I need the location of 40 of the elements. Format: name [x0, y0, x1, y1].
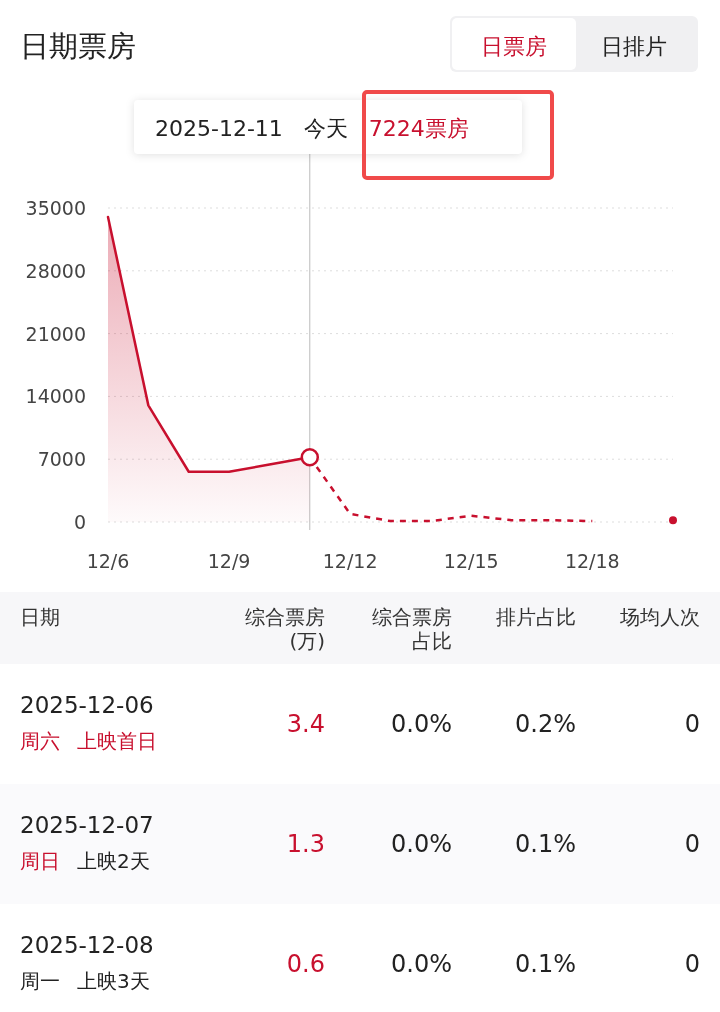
x-tick-label: 12/9 — [207, 550, 251, 572]
text: 综合票房占比 — [372, 605, 452, 653]
chart-title: 日期票房 — [20, 29, 136, 63]
text: 周一 — [20, 969, 60, 993]
text: 0.0% — [391, 830, 452, 858]
text: 2025-12-07 — [20, 812, 154, 838]
x-tick-label: 12/12 — [322, 550, 378, 572]
text: 0.1% — [515, 830, 576, 858]
text: 0.6 — [286, 950, 325, 978]
text: 0.1% — [515, 950, 576, 978]
text: 上映3天 — [77, 969, 150, 993]
text: 周六 — [20, 729, 60, 753]
text: 综合票房(万) — [245, 605, 325, 653]
text: 2025-12-06 — [20, 692, 154, 718]
text: 1.3 — [286, 830, 325, 858]
x-tick-label: 12/18 — [564, 550, 620, 572]
text: 排片占比 — [496, 605, 576, 629]
text: 3.4 — [286, 710, 325, 738]
text: 上映首日 — [77, 729, 157, 753]
y-tick-label: 21000 — [25, 322, 86, 345]
text: 日期 — [20, 605, 60, 629]
text: 场均人次 — [619, 605, 700, 629]
y-tick-label: 14000 — [25, 385, 86, 408]
text: 0 — [684, 950, 700, 978]
x-tick-label: 12/15 — [443, 550, 499, 572]
y-tick-label: 28000 — [25, 259, 86, 282]
y-tick-label: 0 — [73, 511, 86, 533]
text: 日票房 日排片 — [481, 34, 667, 59]
text: 0 — [684, 710, 700, 738]
y-tick-label: 35000 — [25, 197, 86, 219]
text: 0.0% — [391, 950, 452, 978]
text: 周日 — [20, 849, 60, 873]
text: 上映2天 — [77, 849, 150, 873]
y-tick-label: 7000 — [37, 448, 86, 471]
text: 0.0% — [391, 710, 452, 738]
x-tick-label: 12/6 — [86, 550, 130, 572]
text: 2025-12-08 — [20, 932, 154, 958]
text: 2025-12-11 今天 7224票房 — [155, 116, 469, 141]
text: 0 — [684, 830, 700, 858]
text: 0.2% — [515, 710, 576, 738]
